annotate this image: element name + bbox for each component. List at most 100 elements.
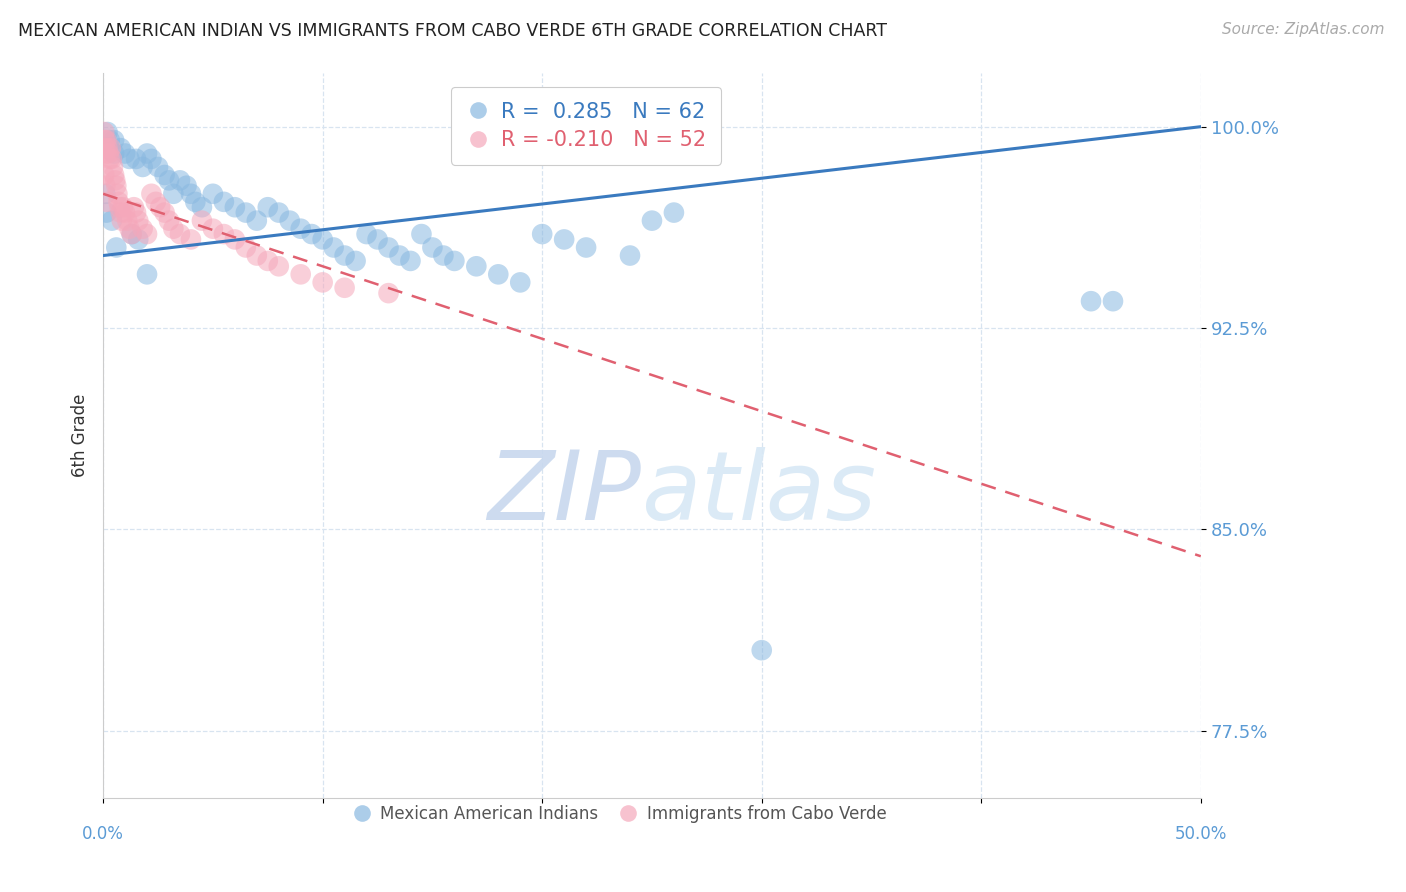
Point (290, 268, 312, 282)
Point (98, 152, 121, 166)
Point (344, 254, 367, 268)
Point (110, 141, 132, 155)
Point (157, 213, 180, 227)
Text: MEXICAN AMERICAN INDIAN VS IMMIGRANTS FROM CABO VERDE 6TH GRADE CORRELATION CHAR: MEXICAN AMERICAN INDIAN VS IMMIGRANTS FR… (18, 22, 887, 40)
Point (169, 227, 191, 241)
Point (399, 254, 422, 268)
Point (131, 221, 153, 235)
Point (110, 205, 132, 219)
Point (443, 254, 465, 268)
Point (388, 248, 411, 262)
Point (93, 125, 115, 139)
Point (553, 232, 575, 246)
Point (212, 194, 235, 209)
Text: Source: ZipAtlas.com: Source: ZipAtlas.com (1222, 22, 1385, 37)
Point (267, 205, 290, 219)
Point (104, 173, 127, 187)
Legend: Mexican American Indians, Immigrants from Cabo Verde: Mexican American Indians, Immigrants fro… (344, 798, 893, 830)
Point (131, 160, 153, 174)
Point (575, 240, 598, 254)
Point (100, 141, 122, 155)
Point (145, 194, 167, 209)
Point (97, 146, 120, 161)
Point (96, 125, 118, 139)
Point (184, 194, 207, 209)
Point (111, 200, 134, 214)
Point (141, 186, 163, 201)
Point (432, 248, 454, 262)
Point (108, 200, 131, 214)
Point (127, 232, 149, 246)
Point (465, 260, 488, 274)
Point (136, 146, 159, 161)
Point (96, 133, 118, 147)
Point (333, 248, 356, 262)
Point (107, 194, 129, 209)
Point (162, 186, 184, 201)
Point (662, 205, 685, 219)
Point (105, 186, 128, 201)
Point (751, 643, 773, 657)
Point (121, 227, 143, 241)
Point (377, 286, 399, 301)
Point (235, 240, 257, 254)
Point (121, 227, 143, 241)
Point (301, 227, 323, 241)
Point (212, 227, 235, 241)
Point (101, 213, 124, 227)
Point (224, 200, 246, 214)
Point (641, 213, 664, 227)
Point (169, 173, 191, 187)
Point (94, 141, 117, 155)
Point (141, 152, 163, 166)
Point (422, 240, 444, 254)
Point (411, 227, 433, 241)
Point (256, 200, 278, 214)
Point (136, 268, 159, 282)
Point (180, 232, 202, 246)
Point (103, 168, 125, 182)
Point (98, 133, 121, 147)
Point (114, 205, 136, 219)
Point (367, 232, 389, 246)
Point (136, 227, 159, 241)
Point (127, 213, 149, 227)
Point (111, 213, 134, 227)
Point (96, 205, 118, 219)
Point (117, 213, 139, 227)
Text: 0.0%: 0.0% (82, 825, 124, 843)
Point (149, 200, 172, 214)
Point (125, 205, 148, 219)
Point (256, 254, 278, 268)
Point (311, 232, 333, 246)
Point (118, 152, 141, 166)
Point (93, 168, 115, 182)
Point (278, 213, 301, 227)
Point (191, 200, 214, 214)
Point (246, 213, 269, 227)
Point (94, 133, 117, 147)
Point (101, 152, 124, 166)
Y-axis label: 6th Grade: 6th Grade (72, 393, 89, 477)
Point (509, 276, 531, 290)
Point (333, 281, 356, 295)
Point (531, 227, 554, 241)
Point (101, 160, 124, 174)
Point (94, 178, 117, 193)
Point (311, 276, 333, 290)
Point (118, 221, 141, 235)
Text: 50.0%: 50.0% (1174, 825, 1227, 843)
Point (96, 194, 118, 209)
Point (125, 152, 148, 166)
Point (176, 178, 198, 193)
Point (235, 205, 257, 219)
Point (153, 205, 176, 219)
Point (224, 232, 246, 246)
Point (267, 260, 290, 274)
Point (146, 160, 169, 174)
Point (290, 221, 312, 235)
Text: atlas: atlas (641, 447, 876, 540)
Point (94, 146, 117, 161)
Point (201, 221, 224, 235)
Point (356, 227, 378, 241)
